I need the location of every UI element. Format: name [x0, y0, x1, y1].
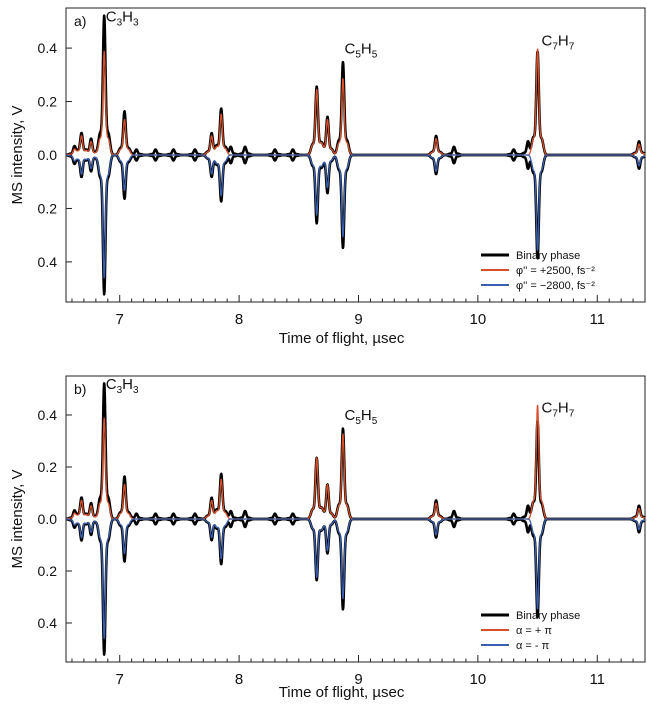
legend-label: Binary phase — [516, 250, 580, 262]
chart-panel: 0.4 0.2 0.0 0.2 0.4 7 8 9 10 11 Time of flight, µs… — [9, 7, 646, 347]
peak-label-symbol: C — [106, 376, 117, 393]
peak-label-symbol: C — [345, 40, 356, 57]
peak-label-symbol: C — [541, 399, 552, 416]
peak-label-subscript: 5 — [355, 49, 361, 60]
y-tick-label: 0.2 — [38, 200, 58, 216]
legend: Binary phase α = + π α = - π — [481, 610, 580, 652]
peak-label-symbol: H — [122, 376, 133, 393]
x-tick-label: 10 — [470, 671, 487, 688]
series-line — [65, 517, 646, 656]
y-tick-label: 0.2 — [38, 94, 58, 110]
peak-label-symbol: H — [558, 32, 569, 49]
peak-label: C5H5 — [345, 407, 378, 427]
peak-label-subscript: 7 — [569, 41, 575, 52]
peak-label-subscript: 3 — [133, 17, 139, 28]
x-tick-label: 7 — [116, 311, 124, 328]
legend-label: α = - π — [516, 640, 550, 652]
y-tick-label: 0.4 — [38, 254, 58, 270]
chart-panel: 0.4 0.2 0.0 0.2 0.4 7 8 9 10 11 Time of flight, µs… — [9, 375, 646, 701]
peak-label: C7H7 — [541, 32, 574, 52]
x-tick-label: 9 — [354, 671, 362, 688]
peak-label-subscript: 5 — [355, 416, 361, 427]
y-tick-label: 0.2 — [38, 563, 58, 579]
peak-label: C3H3 — [106, 8, 139, 28]
legend-label: φ'' = +2500, fs⁻² — [516, 265, 595, 277]
y-axis-label: MS intensity, V — [9, 470, 26, 569]
y-tick-label: 0.4 — [38, 407, 58, 423]
legend-label: α = + π — [516, 625, 552, 637]
y-tick-label: 0.4 — [38, 615, 58, 631]
peak-label-subscript: 7 — [569, 408, 575, 419]
y-tick-label: 0.0 — [38, 147, 58, 163]
x-tick-label: 11 — [589, 671, 605, 688]
peak-label-symbol: H — [361, 40, 372, 57]
peak-label-subscript: 7 — [552, 41, 558, 52]
peak-label-subscript: 3 — [133, 385, 139, 396]
series-line — [65, 154, 646, 279]
legend-label: Binary phase — [516, 610, 580, 622]
y-tick-label: 0.2 — [38, 459, 58, 475]
peak-label-symbol: H — [558, 399, 569, 416]
x-tick-label: 8 — [235, 311, 243, 328]
peak-label-subscript: 5 — [372, 416, 378, 427]
series-line — [65, 518, 646, 640]
peak-label-subscript: 3 — [117, 17, 123, 28]
legend-label: φ'' = −2800, fs⁻² — [516, 280, 595, 292]
peak-label-subscript: 3 — [117, 385, 123, 396]
series-line — [65, 48, 646, 156]
x-axis-label: Time of flight, µsec — [279, 684, 405, 701]
peak-label-subscript: 5 — [372, 49, 378, 60]
y-tick-label: 0.4 — [38, 40, 58, 56]
peak-label-symbol: C — [541, 32, 552, 49]
x-tick-label: 8 — [235, 671, 243, 688]
peak-label: C3H3 — [106, 376, 139, 396]
y-tick-label: 0.0 — [38, 511, 58, 527]
peak-label-subscript: 7 — [552, 408, 558, 419]
peak-label-symbol: H — [361, 407, 372, 424]
peak-label-symbol: H — [122, 8, 133, 25]
x-tick-label: 10 — [470, 311, 487, 328]
peak-label-symbol: C — [345, 407, 356, 424]
x-tick-label: 11 — [589, 311, 605, 328]
x-tick-label: 9 — [354, 311, 362, 328]
x-axis-label: Time of flight, µsec — [279, 330, 405, 347]
peak-label: C5H5 — [345, 40, 378, 60]
y-axis-label: MS intensity, V — [9, 106, 26, 205]
panel-label: a) — [74, 13, 86, 29]
peak-label: C7H7 — [541, 399, 574, 419]
x-tick-label: 7 — [116, 671, 124, 688]
legend: Binary phase φ'' = +2500, fs⁻² φ'' = −2800… — [481, 250, 595, 292]
peak-label-symbol: C — [106, 8, 117, 25]
panel-label: b) — [74, 381, 86, 397]
